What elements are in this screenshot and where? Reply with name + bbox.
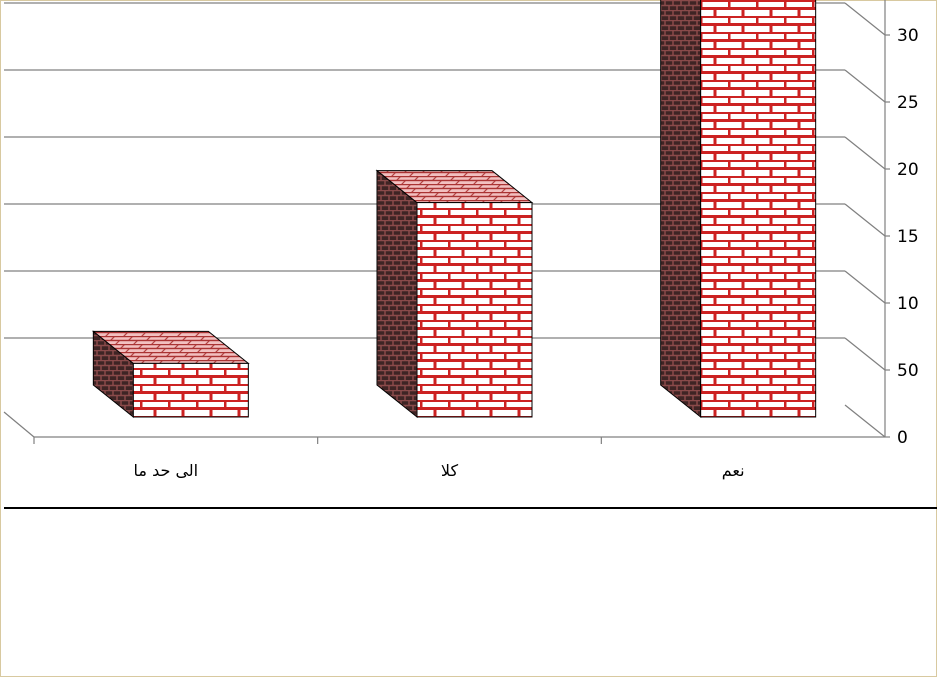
side-wall-gridline — [844, 69, 886, 103]
y-tick-label: 20 — [897, 160, 919, 180]
y-tick-label: 0 — [897, 428, 908, 448]
bar-side-face — [660, 0, 702, 419]
bar-2 — [660, 0, 817, 419]
bar-0 — [91, 330, 250, 419]
side-wall-gridline — [844, 270, 886, 304]
axes — [3, 0, 890, 444]
y-tick-label: 15 — [897, 227, 919, 247]
bar-front-face — [416, 202, 533, 418]
side-wall-gridline — [844, 2, 886, 36]
side-wall-gridline — [844, 404, 886, 438]
y-tick-label: 25 — [897, 93, 919, 113]
floor-edge — [3, 411, 35, 438]
bar-front-face — [132, 362, 249, 418]
category-label: كلا — [441, 461, 459, 480]
side-wall-gridline — [844, 337, 886, 371]
category-label: نعم — [722, 461, 745, 480]
y-tick-label: 50 — [897, 361, 919, 381]
bar-front-face — [700, 0, 817, 418]
category-labels: الى حد ما كلا نعم — [134, 461, 745, 480]
bottom-rule — [4, 507, 937, 509]
bar-1 — [375, 169, 534, 419]
bars — [91, 0, 817, 419]
bar-side-face — [376, 169, 418, 419]
y-tick-labels: 0 50 10 15 20 25 30 — [897, 26, 919, 448]
side-wall-gridline — [844, 136, 886, 170]
y-tick-label: 30 — [897, 26, 919, 46]
y-tick-label: 10 — [897, 294, 919, 314]
category-label: الى حد ما — [134, 461, 199, 480]
side-wall-gridline — [844, 203, 886, 237]
